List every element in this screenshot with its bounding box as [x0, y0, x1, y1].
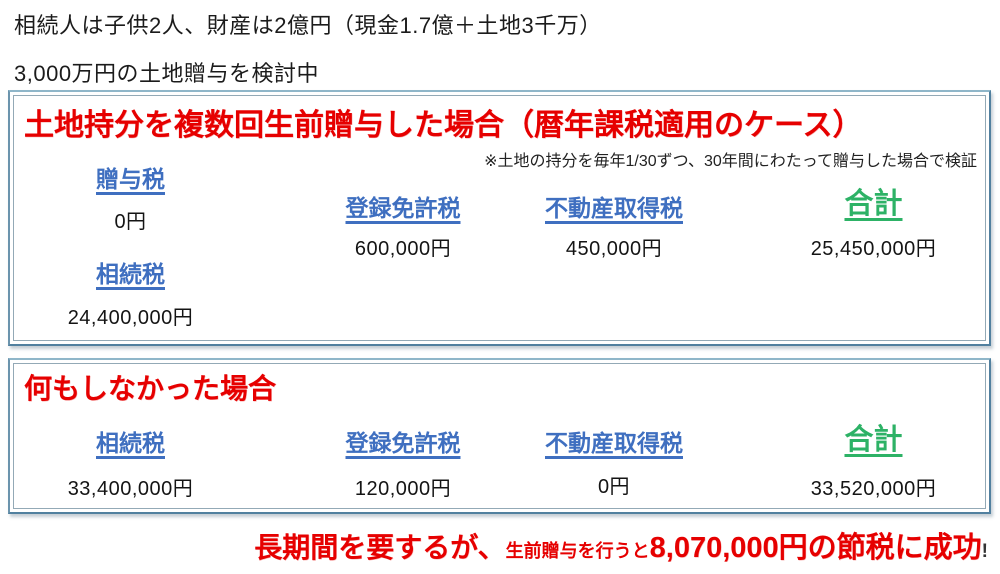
- registration-tax-value: 120,000円: [354, 478, 452, 500]
- gift-case-note: ※土地の持分を毎年1/30ずつ、30年間にわたって贈与した場合で検証: [484, 153, 977, 170]
- gift-case-panel: 土地持分を複数回生前贈与した場合（暦年課税適用のケース） ※土地の持分を毎年1/…: [8, 90, 991, 346]
- no-action-case-title: 何もしなかった場合: [24, 373, 277, 404]
- acquisition-tax-label: 不動産取得税: [545, 430, 683, 456]
- acquisition-tax-label: 不動産取得税: [545, 195, 683, 221]
- no-action-case-panel: 何もしなかった場合 相続税 33,400,000円 登録免許税 120,000円…: [8, 358, 991, 514]
- inheritance-tax-value: 33,400,000円: [67, 478, 194, 500]
- intro-line-2: 3,000万円の土地贈与を検討中: [14, 61, 320, 86]
- inheritance-tax-label: 相続税: [96, 430, 165, 456]
- intro-line-1: 相続人は子供2人、財産は2億円（現金1.7億＋土地3千万）: [14, 13, 602, 38]
- inheritance-tax-value: 24,400,000円: [67, 307, 194, 329]
- conclusion-exclamation: !: [981, 541, 988, 562]
- total-label: 合計: [844, 424, 903, 456]
- conclusion-highlight: 8,070,000円の節税に成功: [649, 532, 982, 564]
- registration-tax-value: 600,000円: [354, 238, 452, 260]
- conclusion-line: 長期間を要するが、 生前贈与を行うと 8,070,000円の節税に成功 !: [254, 524, 988, 566]
- conclusion-lead: 長期間を要するが、: [254, 532, 506, 563]
- total-value: 33,520,000円: [810, 478, 937, 500]
- gift-tax-value: 0円: [114, 211, 147, 233]
- total-value: 25,450,000円: [810, 238, 937, 260]
- total-label: 合計: [844, 188, 903, 220]
- acquisition-tax-value: 0円: [597, 476, 631, 498]
- acquisition-tax-value: 450,000円: [565, 238, 663, 260]
- inheritance-tax-label: 相続税: [96, 261, 165, 287]
- registration-tax-label: 登録免許税: [345, 430, 461, 456]
- conclusion-middle: 生前贈与を行うと: [505, 541, 650, 561]
- gift-case-title: 土地持分を複数回生前贈与した場合（暦年課税適用のケース）: [24, 109, 863, 142]
- registration-tax-label: 登録免許税: [345, 195, 461, 221]
- gift-tax-label: 贈与税: [96, 166, 165, 192]
